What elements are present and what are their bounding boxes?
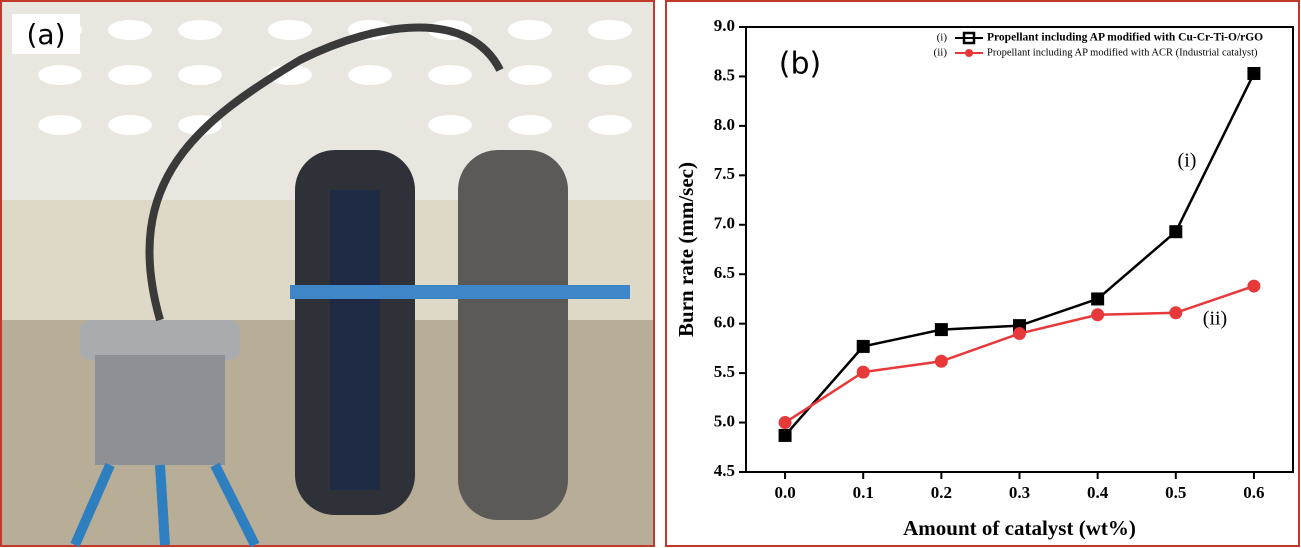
label-box: [12, 14, 80, 54]
y-tick-label: 4.5: [714, 461, 735, 480]
legend-prefix: (ii): [934, 47, 948, 59]
legend-prefix: (i): [937, 32, 948, 44]
y-tick-label: 5.0: [714, 411, 735, 430]
marker: [1247, 279, 1261, 293]
marker: [934, 323, 948, 337]
photo-panel: (a): [0, 0, 655, 548]
annotation: (i): [1178, 150, 1197, 172]
marker: [778, 416, 792, 430]
y-tick-label: 7.5: [714, 164, 735, 183]
x-tick-label: 0.6: [1243, 483, 1264, 502]
legend-label: Propellant including AP modified with AC…: [987, 47, 1258, 58]
strand-burner: [95, 355, 225, 465]
marker: [856, 365, 870, 379]
annotation: (b): [779, 47, 821, 82]
y-tick-label: 6.5: [714, 263, 735, 282]
y-tick-label: 7.0: [714, 214, 735, 233]
marker: [778, 428, 792, 442]
x-axis-label: Amount of catalyst (wt%): [903, 516, 1136, 540]
panel-label: (a): [26, 18, 65, 51]
cylinder: [458, 150, 568, 520]
y-tick-label: 5.5: [714, 362, 735, 381]
x-tick-label: 0.5: [1165, 483, 1186, 502]
marker: [934, 354, 948, 368]
x-tick-label: 0.3: [1009, 483, 1030, 502]
chart-frame: [665, 0, 1300, 547]
marker: [1091, 292, 1105, 306]
wall-holes: [38, 20, 632, 135]
marker: [1169, 306, 1183, 320]
marker: [856, 339, 870, 353]
y-tick-label: 6.0: [714, 313, 735, 332]
y-tick-label: 8.0: [714, 115, 735, 134]
x-tick-label: 0.4: [1087, 483, 1109, 502]
marker: [1247, 66, 1261, 80]
chart: 0.0 0.1 0.2 0.3 0.4 0.5 0.6 4.5 5.0 5.5 6.0 6.5 7.0 7…: [674, 16, 1294, 540]
x-tick-label: 0.2: [931, 483, 952, 502]
tripod: [70, 462, 260, 548]
y-tick-label: 8.5: [714, 65, 735, 84]
x-tick-label: 0.1: [853, 483, 874, 502]
legend-marker: [962, 31, 976, 45]
y-axis-label: Burn rate (mm/sec): [674, 162, 698, 337]
x-tick-label: 0.0: [774, 483, 795, 502]
legend-label: Propellant including AP modified with Cu…: [987, 32, 1263, 44]
marker: [1169, 225, 1183, 239]
y-tick-label: 9.0: [714, 16, 735, 35]
strand-burner-lid: [80, 320, 240, 360]
marker: [1091, 308, 1105, 322]
hose: [145, 23, 504, 322]
label-strip: [330, 190, 380, 490]
strap: [290, 285, 630, 299]
legend-marker: [965, 49, 973, 57]
annotation: (ii): [1203, 308, 1227, 330]
marker: [1013, 327, 1026, 341]
